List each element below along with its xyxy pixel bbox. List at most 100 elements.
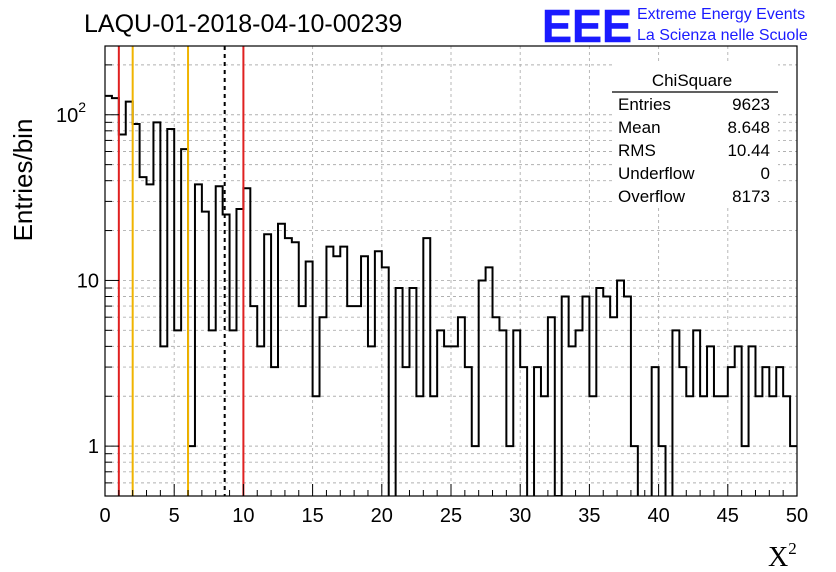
x-tick-label: 10 — [232, 505, 254, 527]
logo-line2: La Scienza nelle Scuole — [637, 27, 808, 44]
stats-label-underflow: Underflow — [618, 164, 695, 183]
histogram-bar — [679, 367, 686, 496]
histogram-bar — [686, 396, 693, 496]
histogram-bar — [133, 124, 140, 496]
stats-label-entries: Entries — [618, 95, 671, 114]
histogram-bar — [119, 135, 126, 496]
histogram-bar — [423, 238, 430, 496]
histogram-bar — [126, 102, 133, 496]
histogram-bar — [548, 317, 555, 496]
stats-value-mean: 8.648 — [727, 118, 770, 137]
histogram-bar — [707, 346, 714, 496]
histogram-bar — [271, 367, 278, 496]
histogram-bar — [465, 367, 472, 496]
histogram-bar — [624, 296, 631, 496]
histogram-bar — [264, 234, 271, 496]
histogram-bar — [755, 396, 762, 496]
histogram-bar — [347, 306, 354, 496]
y-axis-label: Entries/bin — [8, 119, 38, 242]
histogram-bar — [589, 396, 596, 496]
histogram-bar — [299, 306, 306, 496]
x-tick-label: 25 — [440, 505, 462, 527]
histogram-bar — [672, 330, 679, 496]
histogram — [105, 94, 804, 496]
histogram-bar — [783, 396, 790, 496]
histogram-bar — [430, 396, 437, 496]
histogram-bar — [603, 296, 610, 496]
histogram-bar — [216, 186, 223, 496]
histogram-bar — [776, 367, 783, 496]
x-axis-label-base: X — [768, 542, 788, 572]
histogram-bar — [617, 280, 624, 496]
histogram-bar — [610, 317, 617, 496]
reference-lines — [117, 46, 245, 496]
histogram-bar — [320, 317, 327, 496]
histogram-bar — [742, 446, 749, 496]
histogram-bar — [569, 346, 576, 496]
histogram-bar — [631, 446, 638, 496]
stats-box: ChiSquare Entries 9623 Mean 8.648 RMS 10… — [612, 64, 778, 208]
histogram-bar — [354, 306, 361, 496]
histogram-bar — [167, 129, 174, 496]
histogram-bar — [174, 330, 181, 496]
histogram-bar — [790, 446, 797, 496]
stats-label-overflow: Overflow — [618, 187, 686, 206]
histogram-bar — [333, 256, 340, 496]
stats-label-rms: RMS — [618, 141, 656, 160]
histogram-bar — [762, 367, 769, 496]
stats-box-bg — [612, 64, 778, 208]
histogram-bar — [313, 396, 320, 496]
histogram-bar — [140, 177, 147, 496]
stats-value-entries: 9623 — [732, 95, 770, 114]
histogram-bar — [147, 184, 154, 496]
histogram-bar — [306, 262, 313, 496]
histogram-bar — [728, 367, 735, 496]
stats-label-mean: Mean — [618, 118, 661, 137]
x-tick-label: 5 — [169, 505, 180, 527]
x-tick-label: 30 — [509, 505, 531, 527]
histogram-bar — [202, 212, 209, 496]
histogram-bar — [451, 346, 458, 496]
logo-mark: EEE — [542, 0, 632, 52]
histogram-bar — [403, 367, 410, 496]
histogram-bar — [493, 317, 500, 496]
y-tick-label: 10 — [77, 270, 99, 292]
histogram-bar — [714, 396, 721, 496]
histogram-bar — [562, 296, 569, 496]
histogram-bar — [326, 247, 333, 496]
histogram-bar — [437, 330, 444, 496]
histogram-bar — [382, 267, 389, 496]
histogram-bar — [749, 346, 756, 496]
histogram-bar — [153, 122, 160, 496]
histogram-bar — [652, 367, 659, 496]
y-tick-label-sup: 2 — [78, 99, 86, 115]
histogram-bar — [596, 288, 603, 496]
histogram-bar — [250, 306, 257, 496]
histogram-bar — [230, 330, 237, 496]
histogram-bar — [368, 346, 375, 496]
histogram-bar — [479, 280, 486, 496]
histogram-bar — [340, 247, 347, 496]
histogram-bar — [472, 446, 479, 496]
histogram-bar — [195, 184, 202, 496]
stats-value-underflow: 0 — [761, 164, 770, 183]
y-tick-label: 1 — [88, 436, 99, 458]
histogram-bar — [797, 446, 804, 496]
chart-title: LAQU-01-2018-04-10-00239 — [84, 10, 402, 38]
histogram-bar — [486, 267, 493, 496]
histogram-bar — [506, 446, 513, 496]
stats-value-rms: 10.44 — [727, 141, 770, 160]
histogram-outline — [105, 94, 797, 496]
stats-value-overflow: 8173 — [732, 187, 770, 206]
histogram-bar — [444, 346, 451, 496]
histogram-bar — [285, 238, 292, 496]
histogram-bar — [499, 330, 506, 496]
histogram-bar — [278, 224, 285, 496]
histogram-bar — [160, 346, 167, 496]
histogram-bar — [735, 346, 742, 496]
histogram-bar — [721, 396, 728, 496]
x-tick-label: 40 — [647, 505, 669, 527]
x-tick-label: 20 — [371, 505, 393, 527]
